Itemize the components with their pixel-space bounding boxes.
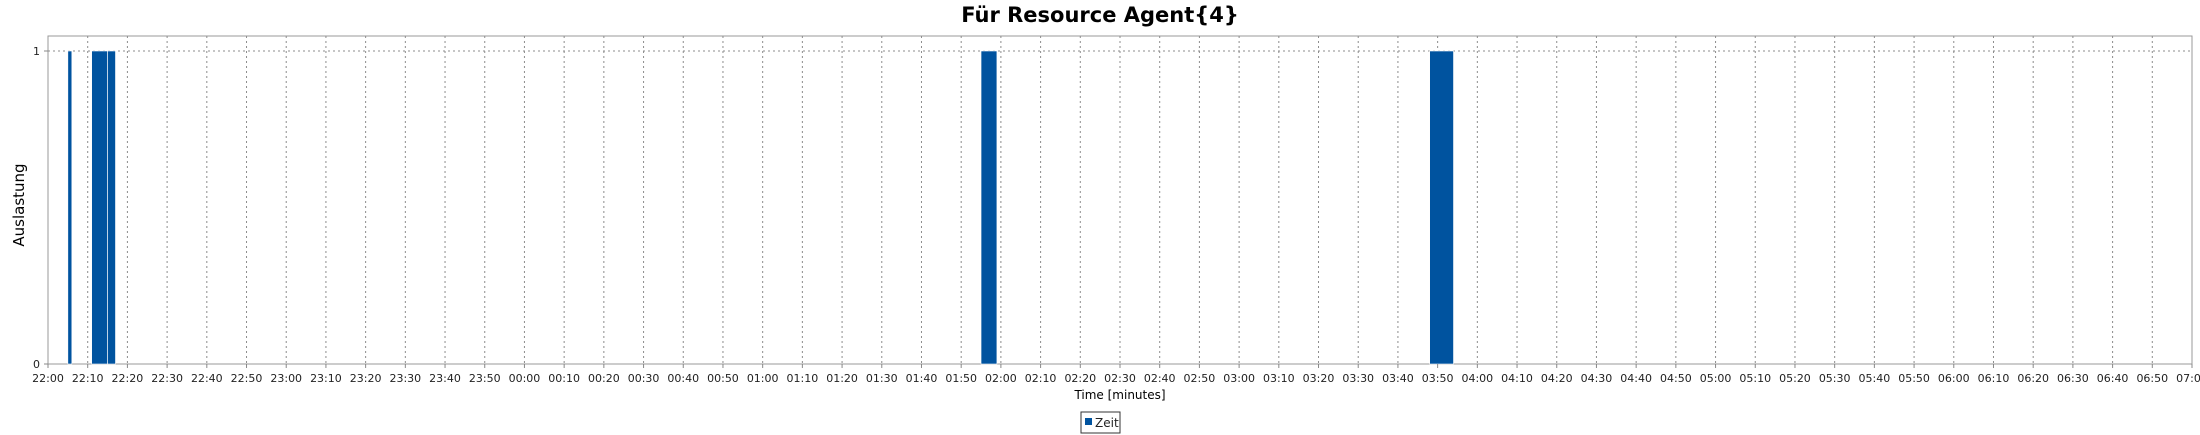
x-tick-label: 03:10: [1263, 372, 1295, 385]
bar: [980, 50, 998, 365]
x-tick-label: 22:50: [231, 372, 263, 385]
x-tick-label: 02:50: [1184, 372, 1216, 385]
x-tick-label: 02:00: [985, 372, 1017, 385]
x-tick-label: 03:20: [1303, 372, 1335, 385]
x-tick-label: 02:10: [1025, 372, 1057, 385]
x-tick-label: 01:50: [945, 372, 977, 385]
x-tick-label: 03:50: [1422, 372, 1454, 385]
x-tick-label: 03:00: [1223, 372, 1255, 385]
bars: [67, 50, 1454, 365]
legend-swatch: [1085, 418, 1092, 425]
x-tick-label: 04:30: [1581, 372, 1613, 385]
x-tick-label: 02:20: [1064, 372, 1096, 385]
x-axis-ticks: 22:00 22:10 22:20 22:30 22:40 22:50 23:00 23:10…: [32, 364, 2200, 385]
x-tick-label: 05:20: [1779, 372, 1811, 385]
x-tick-label: 23:20: [350, 372, 382, 385]
x-tick-label: 01:00: [747, 372, 779, 385]
x-axis-label: Time [minutes]: [1073, 388, 1165, 402]
x-tick-label: 00:50: [707, 372, 739, 385]
x-tick-label: 03:40: [1382, 372, 1414, 385]
legend-entry-zeit: Zeit: [1095, 416, 1119, 430]
x-tick-label: 05:10: [1739, 372, 1771, 385]
x-tick-label: 01:20: [826, 372, 858, 385]
x-tick-label: 05:30: [1819, 372, 1851, 385]
x-tick-label: 05:00: [1700, 372, 1732, 385]
y-tick-label: 1: [33, 45, 40, 58]
gridlines: [48, 36, 2192, 364]
x-tick-label: 05:50: [1898, 372, 1930, 385]
x-tick-label: 00:10: [548, 372, 580, 385]
x-tick-label: 23:50: [469, 372, 501, 385]
y-axis-label: Auslastung: [10, 163, 28, 246]
bar: [91, 50, 108, 365]
x-tick-label: 02:30: [1104, 372, 1136, 385]
x-tick-label: 22:30: [151, 372, 183, 385]
y-axis-ticks: 01: [33, 45, 48, 371]
x-tick-label: 06:20: [2017, 372, 2049, 385]
x-tick-label: 04:00: [1461, 372, 1493, 385]
bar: [107, 50, 116, 365]
x-tick-label: 02:40: [1144, 372, 1176, 385]
x-tick-label: 04:50: [1660, 372, 1692, 385]
bar: [67, 50, 73, 365]
x-tick-label: 06:00: [1938, 372, 1970, 385]
x-tick-label: 04:10: [1501, 372, 1533, 385]
plot-area: [47, 35, 2193, 365]
x-tick-label: 00:30: [628, 372, 660, 385]
x-tick-label: 04:20: [1541, 372, 1573, 385]
x-tick-label: 23:10: [310, 372, 342, 385]
x-tick-label: 23:40: [429, 372, 461, 385]
x-tick-label: 23:00: [270, 372, 302, 385]
bar: [1429, 50, 1454, 365]
x-tick-label: 03:30: [1342, 372, 1374, 385]
x-tick-label: 06:40: [2097, 372, 2129, 385]
x-tick-label: 07:00: [2176, 372, 2200, 385]
x-tick-label: 01:40: [906, 372, 938, 385]
x-tick-label: 22:40: [191, 372, 223, 385]
x-tick-label: 22:20: [112, 372, 144, 385]
x-tick-label: 05:40: [1859, 372, 1891, 385]
x-tick-label: 01:30: [866, 372, 898, 385]
x-tick-label: 04:40: [1620, 372, 1652, 385]
legend-box: [1080, 411, 1121, 434]
chart-title: Für Resource Agent{4}: [961, 3, 1239, 27]
y-tick-label: 0: [33, 358, 40, 371]
x-tick-label: 00:40: [667, 372, 699, 385]
x-tick-label: 01:10: [787, 372, 819, 385]
x-tick-label: 06:30: [2057, 372, 2089, 385]
legend: Zeit: [1080, 411, 1121, 434]
x-tick-label: 22:10: [72, 372, 104, 385]
x-tick-label: 00:00: [509, 372, 541, 385]
x-tick-label: 06:10: [1978, 372, 2010, 385]
x-tick-label: 23:30: [389, 372, 421, 385]
x-tick-label: 00:20: [588, 372, 620, 385]
x-tick-label: 22:00: [32, 372, 64, 385]
x-tick-label: 06:50: [2136, 372, 2168, 385]
